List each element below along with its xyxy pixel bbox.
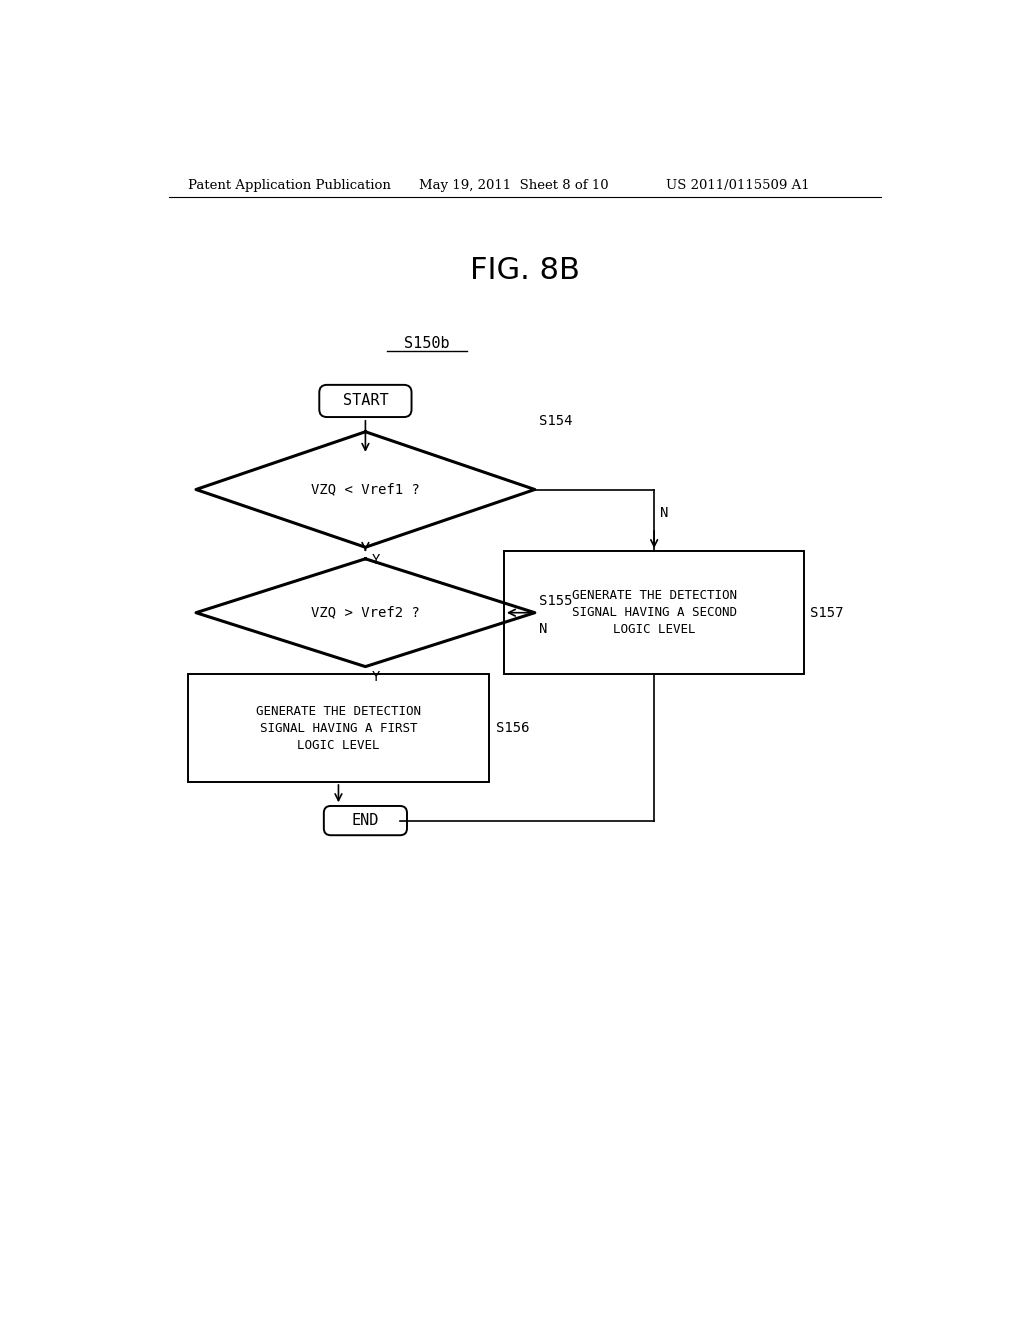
Text: N: N [539,622,547,636]
Text: VZQ < Vref1 ?: VZQ < Vref1 ? [311,483,420,496]
Text: VZQ > Vref2 ?: VZQ > Vref2 ? [311,606,420,619]
Text: US 2011/0115509 A1: US 2011/0115509 A1 [666,178,809,191]
FancyBboxPatch shape [319,385,412,417]
Bar [188,675,488,781]
Text: FIG. 8B: FIG. 8B [470,256,580,285]
Text: S157: S157 [810,606,844,619]
Text: GENERATE THE DETECTION
SIGNAL HAVING A SECOND
LOGIC LEVEL: GENERATE THE DETECTION SIGNAL HAVING A S… [571,589,736,636]
Text: S156: S156 [497,721,529,735]
Text: GENERATE THE DETECTION
SIGNAL HAVING A FIRST
LOGIC LEVEL: GENERATE THE DETECTION SIGNAL HAVING A F… [256,705,421,751]
Text: START: START [343,393,388,408]
Text: Patent Application Publication: Patent Application Publication [188,178,391,191]
Text: May 19, 2011  Sheet 8 of 10: May 19, 2011 Sheet 8 of 10 [419,178,609,191]
Text: S154: S154 [539,414,572,428]
Text: S155: S155 [539,594,572,609]
Text: Y: Y [372,553,380,568]
Text: END: END [351,813,379,828]
Text: S150b: S150b [404,335,450,351]
Text: Y: Y [372,671,380,685]
FancyBboxPatch shape [324,807,407,836]
Text: N: N [660,506,669,520]
Bar [504,552,804,675]
